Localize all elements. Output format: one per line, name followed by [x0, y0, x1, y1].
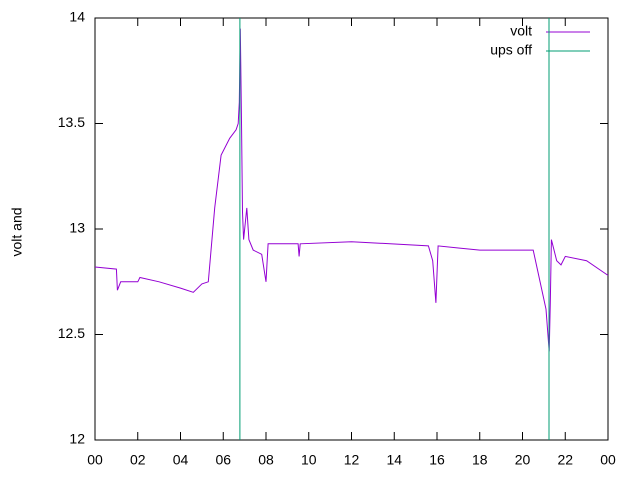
legend-label: volt	[510, 23, 532, 39]
x-tick-label: 08	[258, 452, 274, 468]
x-tick-label: 06	[215, 452, 231, 468]
plot-frame	[94, 17, 609, 441]
x-tick-label: 18	[472, 452, 488, 468]
y-tick-label: 12	[69, 431, 85, 447]
x-tick-label: 04	[173, 452, 189, 468]
x-tick-label: 20	[515, 452, 531, 468]
x-tick-label: 10	[301, 452, 317, 468]
x-tick-label: 12	[344, 452, 360, 468]
x-tick-label: 00	[87, 452, 103, 468]
series-line	[94, 28, 609, 352]
x-tick-label: 00	[600, 452, 616, 468]
y-tick-label: 14	[69, 9, 85, 25]
x-tick-label: 14	[386, 452, 402, 468]
x-tick-label: 22	[557, 452, 573, 468]
legend-label: ups off	[490, 42, 532, 58]
x-tick-label: 16	[429, 452, 445, 468]
y-tick-label: 13.5	[58, 114, 85, 130]
series-line	[239, 18, 550, 440]
y-tick-label: 13	[69, 220, 85, 236]
x-tick-label: 02	[130, 452, 146, 468]
y-tick-label: 12.5	[58, 325, 85, 341]
y-axis-label: volt and	[9, 207, 25, 256]
